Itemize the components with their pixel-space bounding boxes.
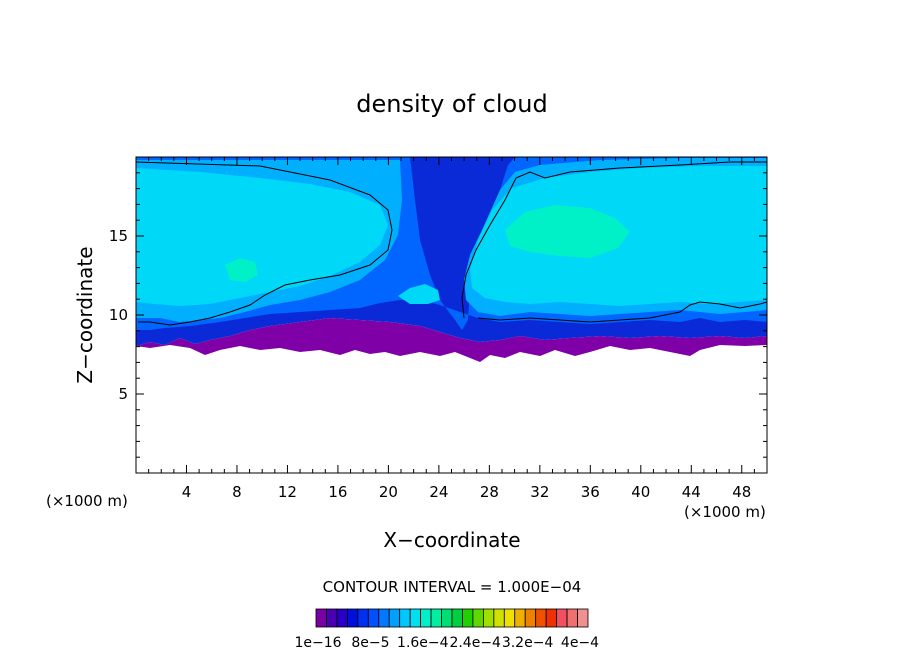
y-axis-label: Z−coordinate bbox=[73, 246, 97, 383]
colorbar-swatch bbox=[451, 608, 463, 628]
x-tick-label: 20 bbox=[379, 483, 398, 501]
colorbar-swatch bbox=[367, 608, 380, 628]
band-green-cyan-left bbox=[225, 258, 258, 282]
colorbar-label: 8e−5 bbox=[351, 635, 389, 651]
x-tick-label: 32 bbox=[530, 483, 549, 501]
band-cyan bbox=[136, 168, 388, 306]
x-tick-label: 44 bbox=[682, 483, 701, 501]
colorbar-swatch bbox=[430, 608, 442, 628]
colorbar-label: 1e−16 bbox=[294, 635, 341, 651]
colorbar-swatch bbox=[556, 608, 568, 628]
x-tick-label: 8 bbox=[232, 483, 242, 501]
contour-line-left bbox=[136, 161, 393, 326]
colorbar-swatch bbox=[346, 608, 359, 628]
x-tick-label: 24 bbox=[429, 483, 448, 501]
band-purple bbox=[136, 318, 767, 362]
y-axis-ticks: 5 10 15 bbox=[109, 172, 767, 458]
colorbar-labels: 1e−16 8e−5 1.6e−4 2.4e−4 3.2e−4 4e−4 bbox=[294, 635, 599, 651]
band-cyan-small bbox=[398, 284, 440, 304]
x-axis-ticks: 4 8 12 16 20 24 28 32 36 40 44 48 bbox=[148, 157, 755, 501]
colorbar-swatch bbox=[315, 608, 327, 628]
x-tick-label: 28 bbox=[480, 483, 499, 501]
colorbar-swatch bbox=[326, 608, 338, 628]
colorbar-swatch bbox=[441, 608, 453, 628]
colorbar-swatch bbox=[388, 608, 401, 628]
x-tick-label: 40 bbox=[631, 483, 650, 501]
colorbar-swatch bbox=[420, 608, 432, 628]
contour-line-base bbox=[477, 301, 767, 323]
colorbar-swatch bbox=[472, 608, 484, 628]
colorbar-swatch bbox=[462, 608, 474, 628]
colorbar-swatch bbox=[336, 608, 348, 628]
x-unit-left: (×1000 m) bbox=[46, 492, 128, 510]
contour-line-right bbox=[461, 161, 767, 319]
colorbar-label: 4e−4 bbox=[561, 635, 599, 651]
colorbar-swatch bbox=[482, 608, 495, 628]
colorbar-label: 2.4e−4 bbox=[449, 635, 501, 651]
density-field bbox=[136, 157, 767, 473]
colorbar-swatch bbox=[409, 608, 422, 628]
x-tick-label: 12 bbox=[278, 483, 297, 501]
x-unit-right: (×1000 m) bbox=[684, 503, 766, 521]
colorbar-swatch bbox=[399, 608, 411, 628]
colorbar-swatch bbox=[357, 608, 369, 628]
colorbar-swatch bbox=[535, 608, 547, 628]
colorbar-swatch bbox=[503, 608, 516, 628]
x-tick-label: 16 bbox=[328, 483, 347, 501]
colorbar-label: 3.2e−4 bbox=[502, 635, 554, 651]
colorbar-swatch bbox=[545, 608, 558, 628]
colorbar-swatch bbox=[493, 608, 505, 628]
y-tick-label: 5 bbox=[118, 385, 128, 403]
x-axis-label: X−coordinate bbox=[383, 528, 520, 552]
x-tick-label: 48 bbox=[732, 483, 751, 501]
y-tick-label: 10 bbox=[109, 306, 128, 324]
x-tick-label: 36 bbox=[581, 483, 600, 501]
colorbar-label: 1.6e−4 bbox=[397, 635, 449, 651]
colorbar-swatch bbox=[566, 608, 578, 628]
colorbar-swatch bbox=[524, 608, 537, 628]
band-green-cyan bbox=[505, 205, 630, 258]
colorbar-swatch bbox=[514, 608, 526, 628]
colorbar-swatch bbox=[378, 608, 390, 628]
x-tick-label: 4 bbox=[182, 483, 192, 501]
contour-interval-text: CONTOUR INTERVAL = 1.000E−04 bbox=[323, 578, 582, 596]
colorbar-swatch bbox=[577, 608, 589, 628]
colorbar bbox=[315, 608, 589, 628]
chart-title: density of cloud bbox=[356, 90, 547, 118]
y-tick-label: 15 bbox=[109, 227, 128, 245]
